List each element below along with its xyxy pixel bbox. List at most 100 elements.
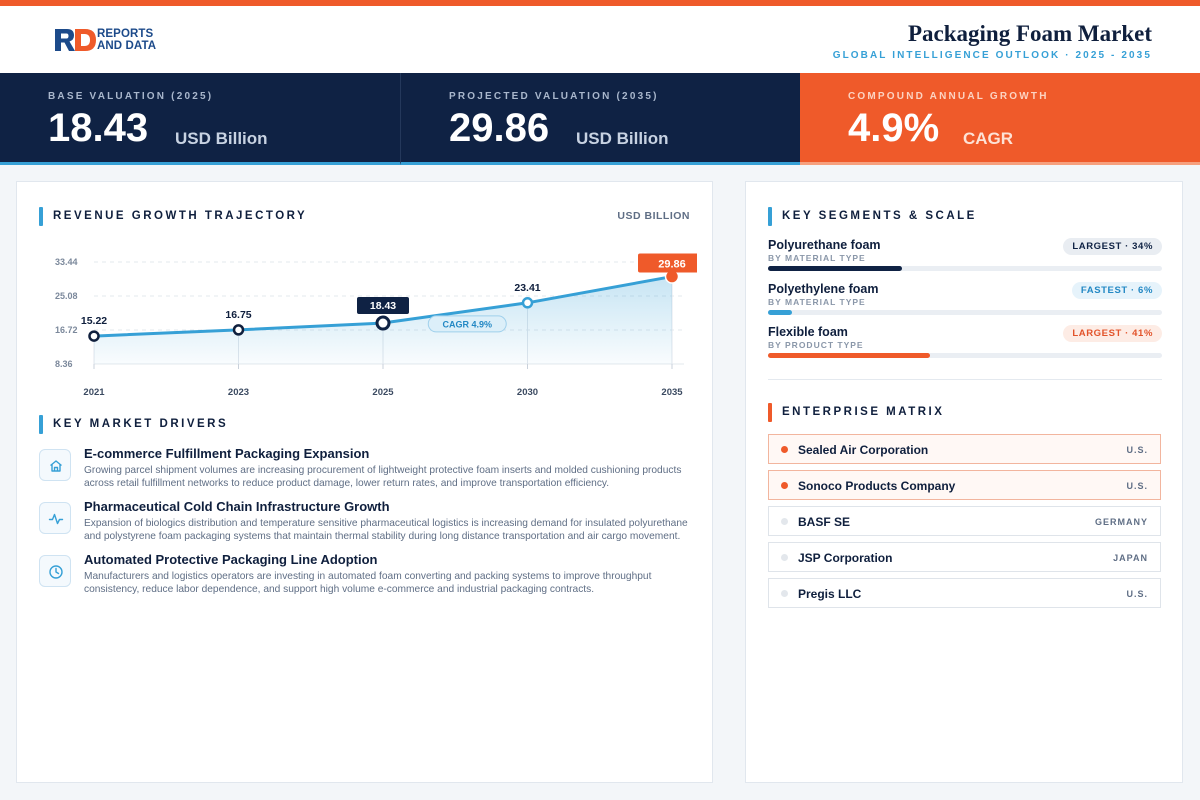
company-name: JSP Corporation <box>798 551 893 565</box>
data-point <box>375 315 391 331</box>
kpi-value: 29.86 <box>449 106 550 150</box>
company-country: U.S. <box>1126 589 1148 599</box>
segment-bar-fill <box>768 310 792 315</box>
kpi-value: 18.43 <box>48 106 149 150</box>
y-tick-label: 8.36 <box>55 359 73 369</box>
y-tick-label: 16.72 <box>55 325 78 335</box>
kpi-label: BASE VALUATION (2025) <box>48 91 214 102</box>
chart-unit-note: USD BILLION <box>617 210 690 222</box>
company-row[interactable]: Sonoco Products Company U.S. <box>768 470 1161 500</box>
y-tick-label: 25.08 <box>55 291 78 301</box>
revenue-card: REVENUE GROWTH TRAJECTORY USD BILLION 33… <box>16 181 713 783</box>
brand-logo: REPORTS AND DATA <box>54 28 174 54</box>
company-name: Pregis LLC <box>798 587 862 601</box>
revenue-chart: 33.44 25.08 16.72 8.36 2021 2023 2025 2030 2035 C… <box>55 253 697 398</box>
driver-description: Manufacturers and logistics operators ar… <box>84 571 652 595</box>
kpi-unit: USD Billion <box>175 129 268 148</box>
header: REPORTS AND DATA Packaging Foam Market G… <box>0 6 1200 73</box>
data-label-box <box>638 253 697 273</box>
x-tick-label: 2035 <box>661 387 683 398</box>
company-row[interactable]: Pregis LLC U.S. <box>768 578 1161 608</box>
data-label: 29.86 <box>658 259 686 271</box>
segment-badge: LARGEST · 34% <box>1063 238 1162 255</box>
data-label: 15.22 <box>81 315 107 327</box>
kpi-label: PROJECTED VALUATION (2035) <box>449 91 659 102</box>
enterprise-section-title: ENTERPRISE MATRIX <box>768 403 944 422</box>
segment-type: BY PRODUCT TYPE <box>768 340 864 350</box>
segment-item: Polyurethane foam BY MATERIAL TYPE LARGE… <box>768 238 1162 278</box>
data-label: 16.75 <box>225 309 251 321</box>
brand-line-1: REPORTS <box>97 28 154 40</box>
data-point <box>88 330 100 342</box>
kpi-projected-valuation: PROJECTED VALUATION (2035) 29.86 USD Bil… <box>400 73 800 165</box>
kpi-unit: USD Billion <box>576 129 669 148</box>
segment-type: BY MATERIAL TYPE <box>768 297 866 307</box>
brand-logo-mark <box>55 29 96 51</box>
segment-bar-track <box>768 310 1162 315</box>
segment-name: Polyethylene foam <box>768 282 879 296</box>
segment-badge: LARGEST · 41% <box>1063 325 1162 342</box>
driver-description: Expansion of biologics distribution and … <box>84 518 688 542</box>
series-area <box>94 276 672 364</box>
company-status-dot <box>781 554 788 561</box>
company-name: Sealed Air Corporation <box>798 443 929 457</box>
driver-item: E-commerce Fulfillment Packaging Expansi… <box>39 446 694 496</box>
company-country: JAPAN <box>1113 553 1148 563</box>
page-subtitle: GLOBAL INTELLIGENCE OUTLOOK · 2025 - 203… <box>832 50 1152 61</box>
revenue-section-title: REVENUE GROWTH TRAJECTORY <box>39 207 307 226</box>
top-accent-bar <box>0 0 1200 6</box>
kpi-cagr: COMPOUND ANNUAL GROWTH 4.9% CAGR <box>800 73 1200 165</box>
data-label: 18.43 <box>370 300 396 312</box>
segment-name: Polyurethane foam <box>768 238 881 252</box>
segment-bar-fill <box>768 266 902 271</box>
x-tick-label: 2021 <box>83 387 105 398</box>
kpi-value: 4.9% <box>848 106 940 150</box>
company-country: GERMANY <box>1094 517 1148 527</box>
company-country: U.S. <box>1126 445 1148 455</box>
segment-bar-track <box>768 353 1162 358</box>
company-status-dot <box>781 590 788 597</box>
segment-badge: FASTEST · 6% <box>1071 282 1162 299</box>
driver-title: Automated Protective Packaging Line Adop… <box>84 552 378 567</box>
company-country: U.S. <box>1126 481 1148 491</box>
cagr-annotation-pill <box>427 315 507 333</box>
data-label-box <box>357 297 409 315</box>
segment-bar-fill <box>768 353 930 358</box>
segment-type: BY MATERIAL TYPE <box>768 253 866 263</box>
data-point <box>521 297 534 309</box>
x-tick-label: 2023 <box>228 387 249 398</box>
segment-item: Polyethylene foam BY MATERIAL TYPE FASTE… <box>768 282 1162 322</box>
company-name: BASF SE <box>798 515 851 529</box>
x-tick-label: 2030 <box>517 387 538 398</box>
company-status-dot <box>781 518 788 525</box>
company-row[interactable]: JSP Corporation JAPAN <box>768 542 1161 572</box>
kpi-base-valuation: BASE VALUATION (2025) 18.43 USD Billion <box>0 73 400 165</box>
kpi-row: BASE VALUATION (2025) 18.43 USD Billion … <box>0 73 1200 165</box>
clock-icon <box>39 555 71 587</box>
segments-section-title: KEY SEGMENTS & SCALE <box>768 207 977 226</box>
brand-name: REPORTS AND DATA <box>97 28 156 52</box>
section-divider <box>768 379 1162 380</box>
kpi-unit: CAGR <box>963 129 1014 148</box>
segment-bar-track <box>768 266 1162 271</box>
cagr-annotation-label: CAGR 4.9% <box>442 319 492 329</box>
data-point <box>232 324 245 336</box>
company-status-dot <box>781 482 788 489</box>
drivers-section-title: KEY MARKET DRIVERS <box>39 415 228 434</box>
y-tick-label: 33.44 <box>55 257 78 267</box>
company-row[interactable]: BASF SE GERMANY <box>768 506 1161 536</box>
company-row[interactable]: Sealed Air Corporation U.S. <box>768 434 1161 464</box>
driver-description: Growing parcel shipment volumes are incr… <box>84 465 682 489</box>
company-status-dot <box>781 446 788 453</box>
x-tick-label: 2025 <box>372 387 394 398</box>
driver-item: Automated Protective Packaging Line Adop… <box>39 552 694 602</box>
pulse-icon <box>39 502 71 534</box>
kpi-label: COMPOUND ANNUAL GROWTH <box>848 91 1049 102</box>
brand-line-2: AND DATA <box>97 40 157 52</box>
data-label: 23.41 <box>514 282 540 294</box>
segment-item: Flexible foam BY PRODUCT TYPE LARGEST · … <box>768 325 1162 365</box>
driver-item: Pharmaceutical Cold Chain Infrastructure… <box>39 499 694 549</box>
company-name: Sonoco Products Company <box>798 479 956 493</box>
page-title: Packaging Foam Market <box>907 21 1152 46</box>
driver-title: Pharmaceutical Cold Chain Infrastructure… <box>84 499 390 514</box>
